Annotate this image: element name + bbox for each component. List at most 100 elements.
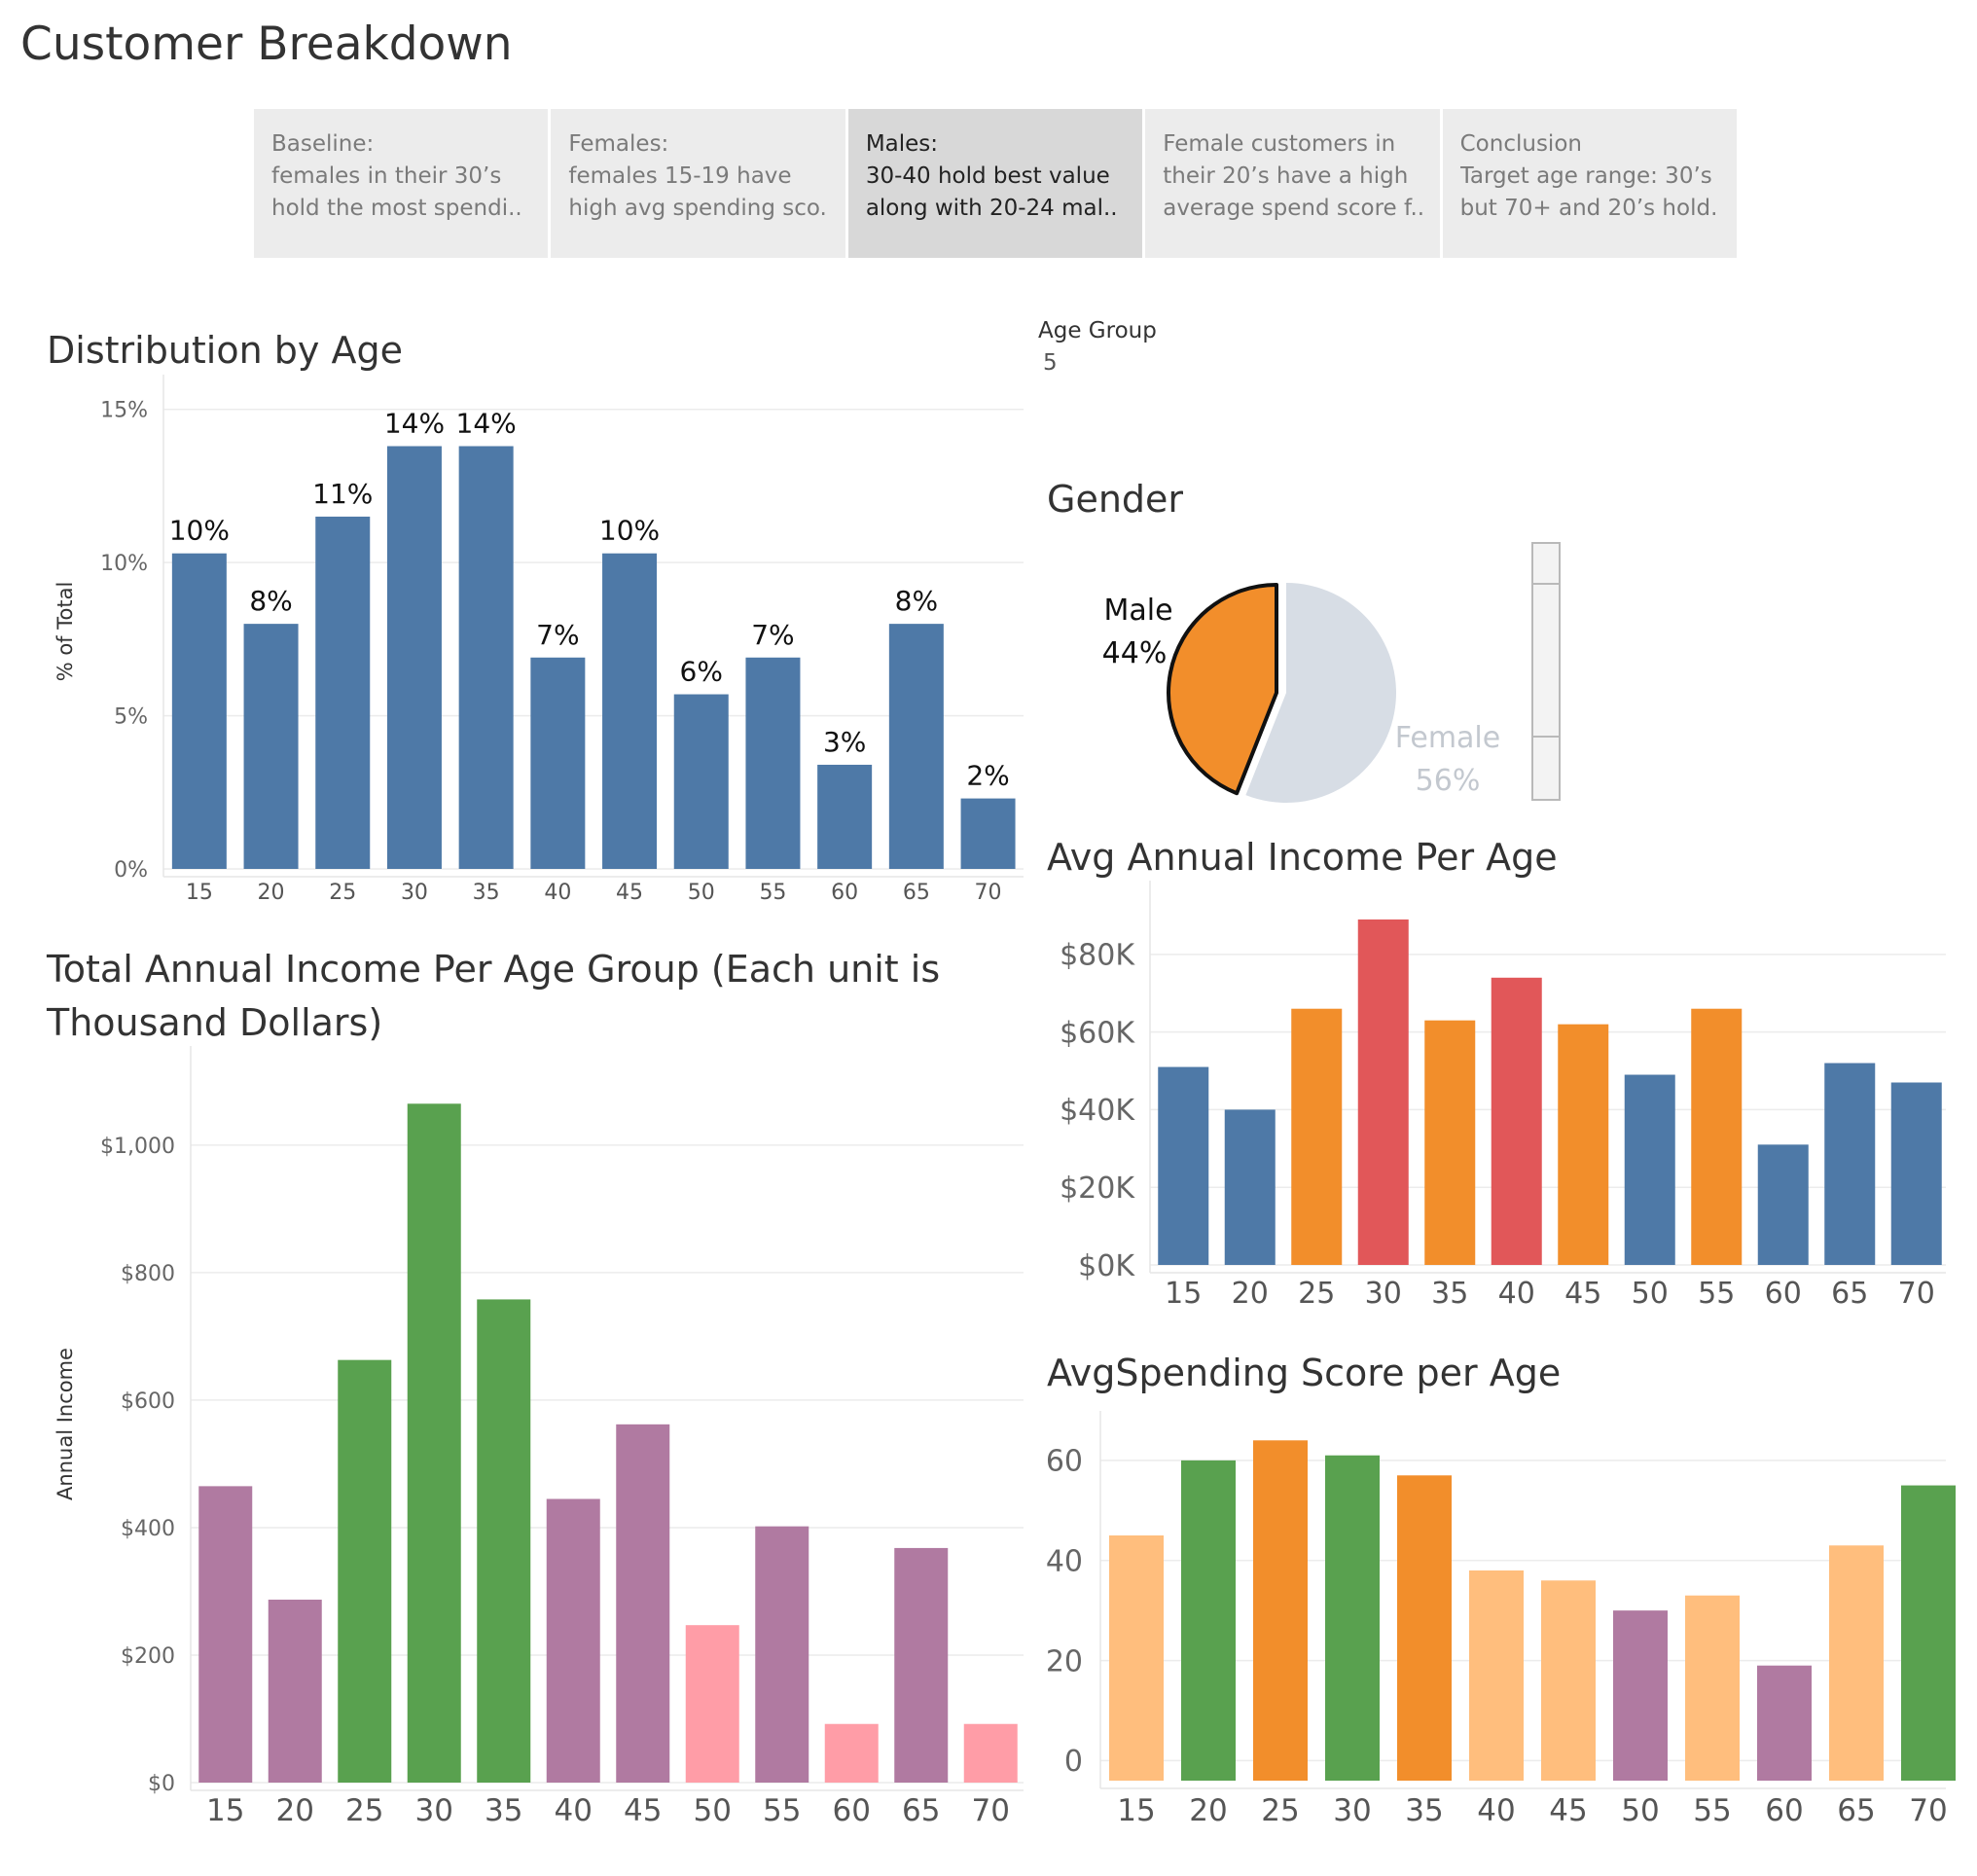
avg_spending-x-tick-label: 65: [1837, 1793, 1875, 1828]
story-point-3[interactable]: Males: 30-40 hold best value along with 20…: [847, 109, 1143, 258]
distribution-x-tick-label: 30: [401, 881, 428, 905]
story-point-text: along with 20-24 mal..: [865, 196, 1118, 221]
total_income-y-tick-label: $400: [121, 1517, 175, 1541]
avg_income-bar: [1291, 1008, 1343, 1265]
distribution-y-tick-label: 0%: [114, 858, 148, 883]
distribution-x-tick-label: 20: [258, 881, 285, 905]
avg_spending-x-tick-label: 20: [1189, 1793, 1227, 1828]
total_income-x-tick-label: 70: [972, 1793, 1010, 1828]
avg_income-y-tick-label: $80K: [1060, 939, 1135, 973]
avg_income-x-tick-label: 55: [1698, 1277, 1735, 1311]
avg_income-x-tick-label: 70: [1898, 1277, 1935, 1311]
avg_income-bar: [1691, 1008, 1743, 1265]
avg_spending-x-tick-label: 35: [1405, 1793, 1443, 1828]
story-point-2[interactable]: Females: females 15-19 have high avg spend…: [551, 109, 845, 258]
distribution-bar: [386, 446, 442, 869]
dashboard-title: Customer Breakdown: [20, 18, 513, 71]
story-point-text: Females:: [568, 131, 669, 157]
age-group-parameter-label: Age Group: [1038, 318, 1157, 343]
total_income-y-axis-label: Annual Income: [54, 1348, 77, 1500]
total_income-y-tick-label: $200: [121, 1644, 175, 1669]
total_income-x-tick-label: 30: [415, 1793, 453, 1828]
avg_spending-bar: [1253, 1440, 1308, 1781]
distribution-x-tick-label: 25: [329, 881, 356, 905]
avg_spending-y-tick-label: 0: [1064, 1745, 1083, 1779]
avg_spending-x-tick-label: 55: [1693, 1793, 1731, 1828]
distribution-data-label: 14%: [384, 408, 445, 440]
distribution-bar: [888, 624, 944, 869]
distribution-data-label: 2%: [966, 760, 1009, 792]
distribution-data-label: 8%: [895, 585, 938, 617]
pie-label-male-percent: 44%: [1102, 636, 1168, 670]
story-point-1[interactable]: Baseline: females in their 30’s hold the m…: [254, 109, 549, 258]
avg_spending-bar: [1181, 1460, 1236, 1781]
distribution-bar: [745, 657, 801, 869]
avg_income-x-tick-label: 45: [1564, 1277, 1601, 1311]
story-point-text: Baseline:: [271, 131, 375, 157]
avg_income-y-tick-label: $20K: [1060, 1172, 1135, 1206]
avg_spending-x-tick-label: 40: [1477, 1793, 1515, 1828]
avg_spending-x-tick-label: 25: [1261, 1793, 1299, 1828]
pie-label-female-percent: 56%: [1416, 764, 1481, 798]
total_income-bar: [546, 1498, 600, 1783]
distribution-chart-title: Distribution by Age: [47, 329, 403, 372]
distribution-bar: [817, 764, 873, 869]
avg_income-y-tick-label: $60K: [1060, 1016, 1135, 1050]
distribution-data-label: 7%: [536, 619, 579, 651]
story-point-5[interactable]: Conclusion Target age range: 30’s but 70+ …: [1442, 109, 1738, 258]
avg_income-x-tick-label: 60: [1765, 1277, 1802, 1311]
story-navigator: Baseline: females in their 30’s hold the m…: [254, 109, 1738, 258]
distribution-x-tick-label: 70: [975, 881, 1002, 905]
total-income-chart-title: Total Annual Income Per Age Group (Each …: [47, 943, 940, 1050]
story-point-4[interactable]: Female customers in their 20’s have a hig…: [1145, 109, 1440, 258]
distribution-data-label: 10%: [169, 515, 230, 547]
age-group-parameter-value[interactable]: 5: [1043, 350, 1058, 376]
avg_spending-x-tick-label: 30: [1333, 1793, 1371, 1828]
story-point-text: Males:: [865, 131, 939, 157]
distribution-data-label: 7%: [751, 619, 794, 651]
story-point-text: their 20’s have a high: [1163, 163, 1409, 189]
total_income-y-tick-label: $800: [121, 1262, 175, 1286]
total_income-x-tick-label: 35: [485, 1793, 522, 1828]
avg_spending-bar: [1397, 1475, 1452, 1781]
distribution-x-tick-label: 65: [903, 881, 930, 905]
total_income-x-tick-label: 60: [833, 1793, 871, 1828]
avg_spending-bar: [1901, 1485, 1956, 1781]
story-point-text: Female customers in: [1163, 131, 1396, 157]
avg_income-bar: [1558, 1024, 1609, 1265]
total_income-y-tick-label: $1,000: [100, 1135, 175, 1159]
avg_spending-bar: [1109, 1535, 1164, 1781]
avg_income-x-tick-label: 35: [1431, 1277, 1468, 1311]
distribution-bar: [458, 446, 514, 869]
avg_spending-bar: [1685, 1595, 1740, 1781]
legend-divider: [1533, 736, 1559, 738]
total_income-bar: [963, 1723, 1018, 1783]
total_income-x-tick-label: 20: [276, 1793, 314, 1828]
distribution-bar: [673, 694, 729, 869]
distribution-x-tick-label: 35: [473, 881, 500, 905]
avg_income-x-tick-label: 65: [1831, 1277, 1868, 1311]
story-point-text: females in their 30’s: [271, 163, 502, 189]
distribution-data-label: 11%: [312, 478, 373, 510]
total_income-x-tick-label: 50: [694, 1793, 732, 1828]
avg_income-bar: [1224, 1109, 1276, 1265]
avg_spending-y-tick-label: 40: [1046, 1545, 1083, 1579]
avg_spending-x-tick-label: 70: [1909, 1793, 1947, 1828]
avg_income-x-tick-label: 50: [1632, 1277, 1669, 1311]
total_income-bar: [824, 1723, 879, 1783]
avg_spending-y-tick-label: 60: [1046, 1445, 1083, 1479]
avg_income-bar: [1824, 1063, 1876, 1265]
avg_income-x-tick-label: 25: [1298, 1277, 1335, 1311]
distribution-bar: [530, 657, 586, 869]
distribution-x-tick-label: 40: [544, 881, 571, 905]
total_income-bar: [268, 1599, 322, 1783]
pie-label-female-name: Female: [1395, 721, 1500, 755]
gender-chart-title: Gender: [1047, 478, 1184, 521]
avg_income-bar: [1757, 1144, 1809, 1265]
avg_spending-x-tick-label: 15: [1117, 1793, 1155, 1828]
avg_spending-bar: [1757, 1665, 1812, 1781]
avg_spending-x-tick-label: 45: [1549, 1793, 1587, 1828]
distribution-x-tick-label: 45: [616, 881, 643, 905]
gender-legend-scrollbar[interactable]: [1531, 542, 1561, 801]
